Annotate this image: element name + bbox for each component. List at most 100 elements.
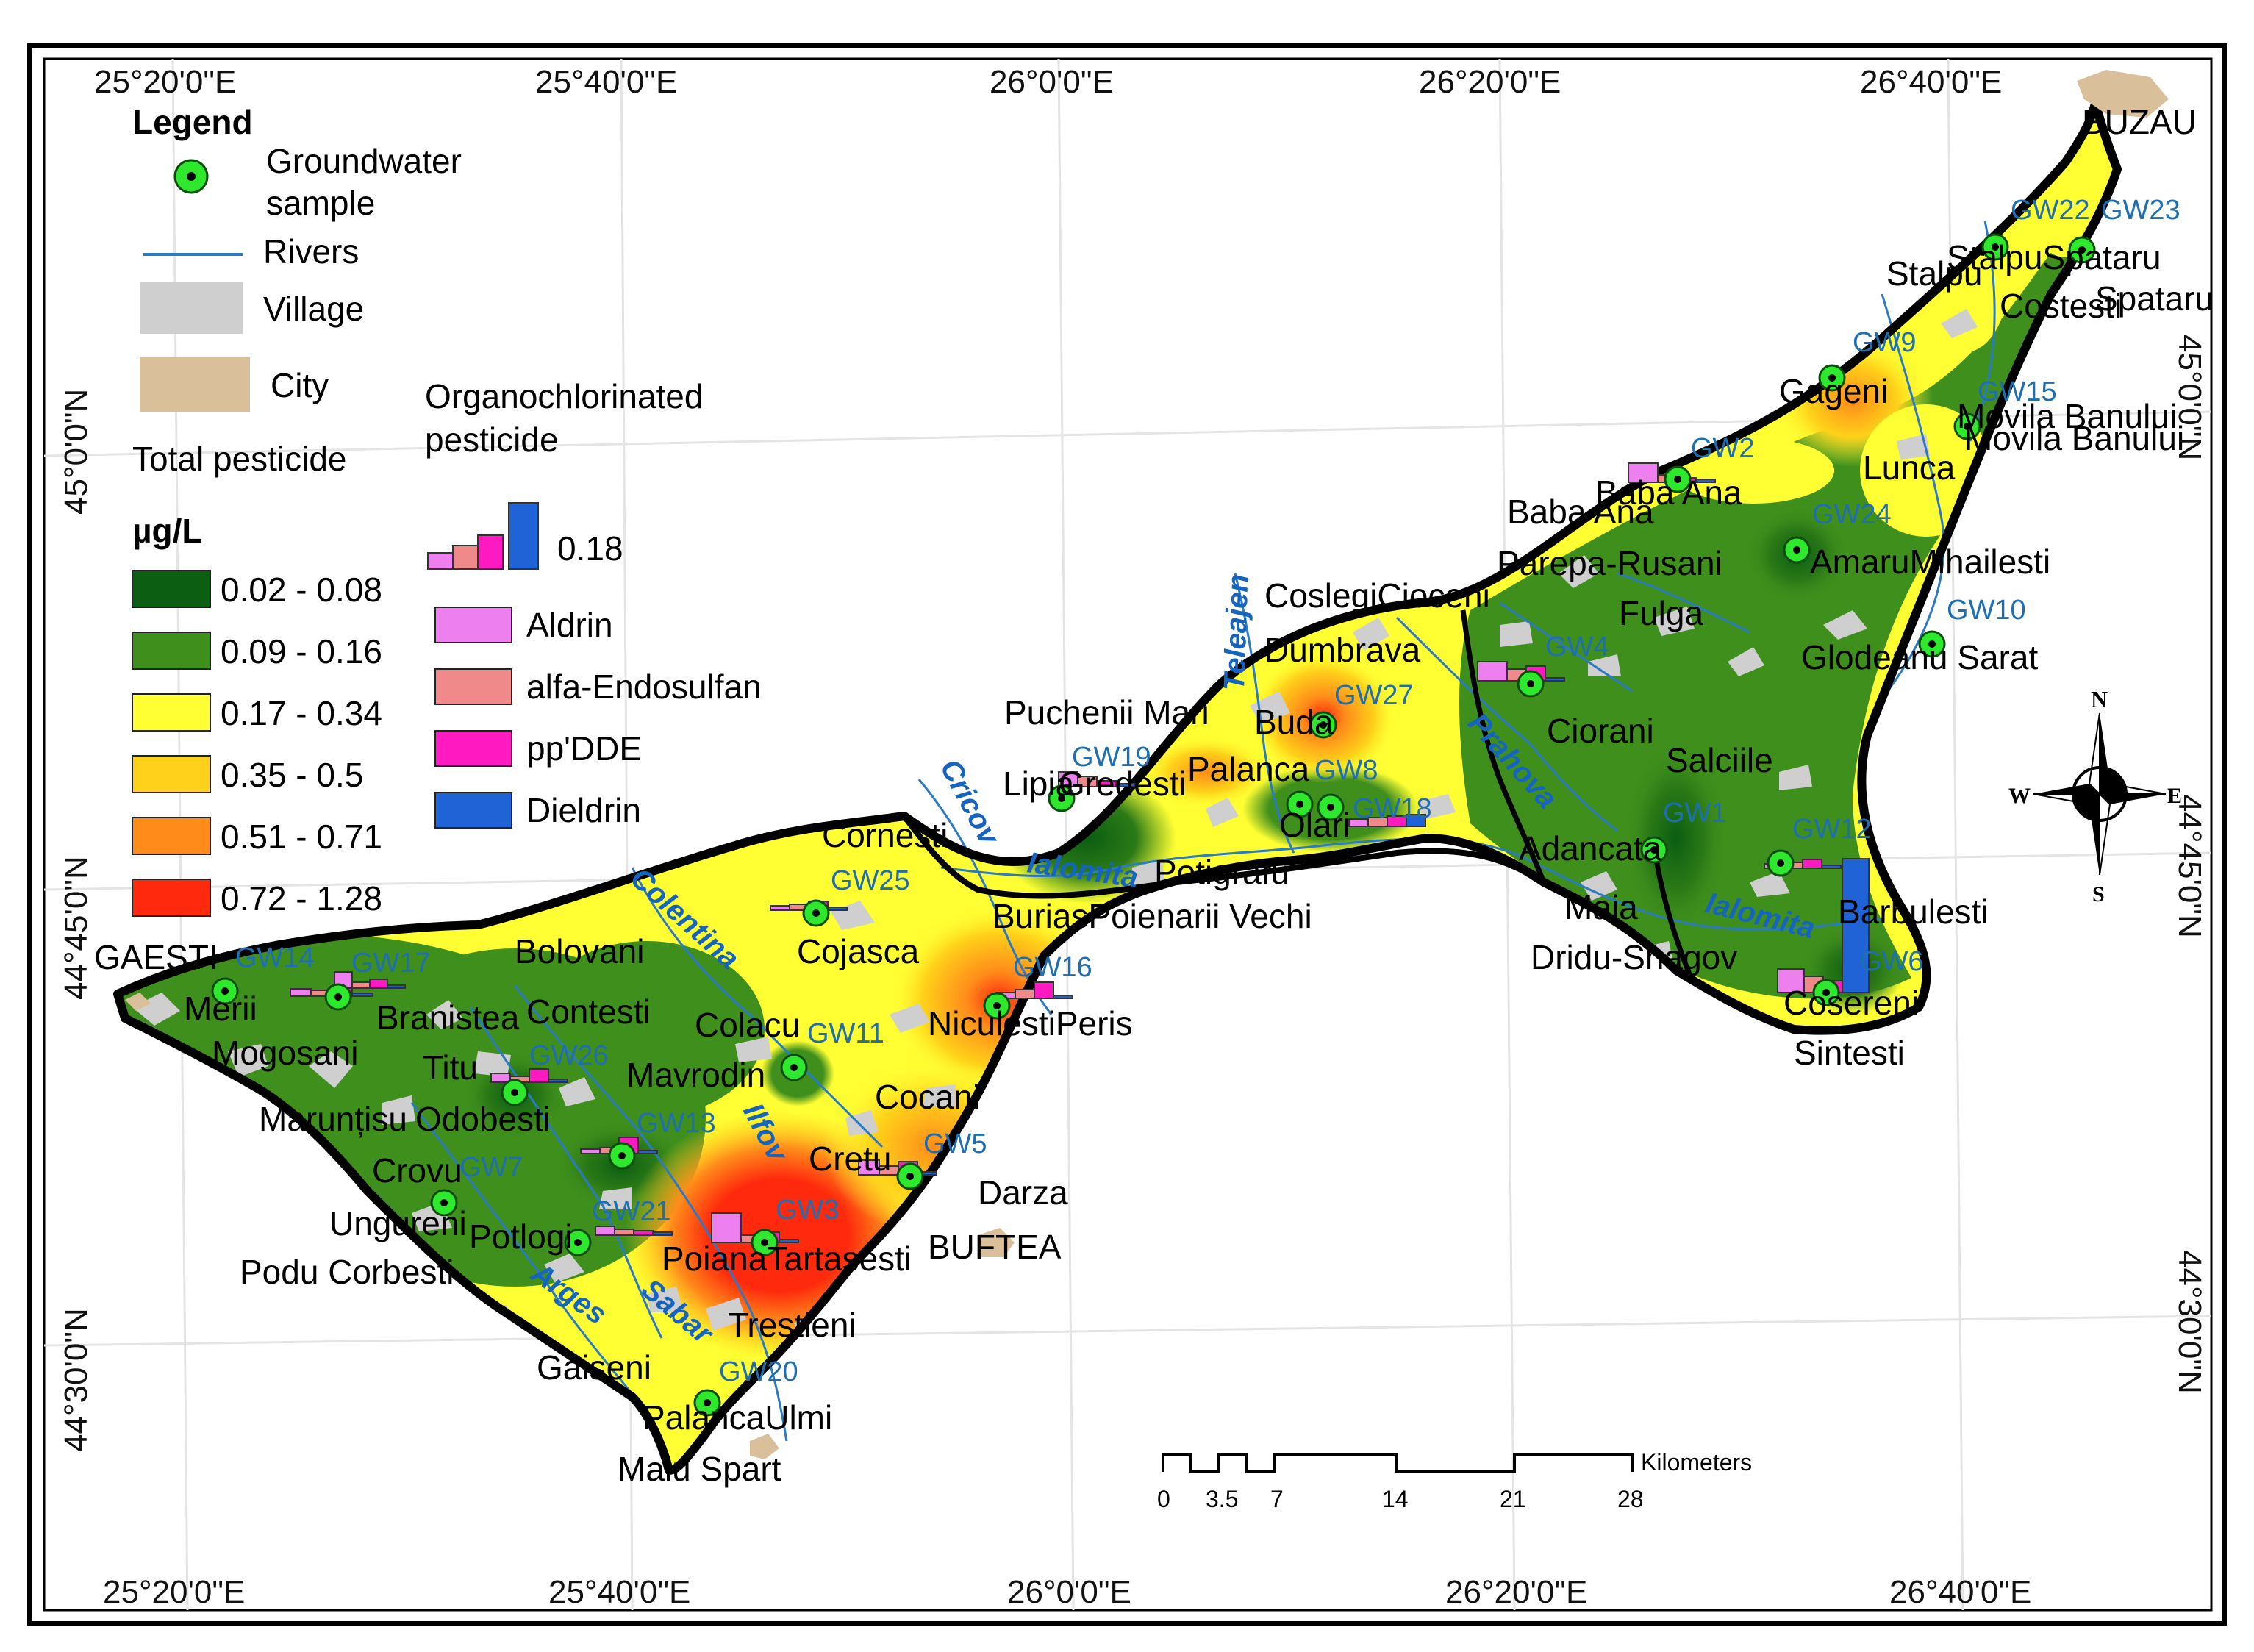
groundwater-sample-dot xyxy=(1650,846,1658,854)
legend-groundwater-label-2: sample xyxy=(266,184,375,222)
lon-label-bottom: 26°0'0"E xyxy=(1007,1574,1131,1610)
village-label: Branistea xyxy=(376,998,520,1037)
lon-label-bottom: 25°20'0"E xyxy=(103,1574,245,1610)
legend-organo-label: Organochlorinated xyxy=(425,377,703,415)
lon-label-bottom: 26°20'0"E xyxy=(1445,1574,1587,1610)
gw-label: GW7 xyxy=(459,1152,523,1183)
village-label: Stalpu xyxy=(1886,254,1982,293)
graticule-labels: 25°20'0"E 25°40'0"E 26°0'0"E 26°20'0"E 2… xyxy=(58,64,2208,1610)
gw-label: GW12 xyxy=(1792,814,1872,845)
village-label: Lunca xyxy=(1863,448,1956,487)
gw-label: GW5 xyxy=(923,1129,987,1159)
gw-label: GW4 xyxy=(1545,632,1609,662)
village-label: Merii xyxy=(184,990,257,1028)
groundwater-sample-dot xyxy=(1058,795,1065,802)
gw-label: GW22 xyxy=(2011,195,2090,226)
pesticide-swatch xyxy=(434,730,512,767)
class-swatch xyxy=(132,755,211,793)
class-swatches: 0.02 - 0.08 0.09 - 0.16 0.17 - 0.34 0.35 - … xyxy=(132,570,382,918)
village-label: Crovu xyxy=(372,1151,462,1190)
village-label: Glodeanu Sarat xyxy=(1801,638,2038,676)
class-swatch xyxy=(132,693,211,732)
village-label: Gageni xyxy=(1779,372,1888,410)
groundwater-sample-dot xyxy=(1928,640,1936,648)
lon-label-bottom: 25°40'0"E xyxy=(548,1574,690,1610)
groundwater-sample-dot xyxy=(1327,804,1334,811)
class-swatch xyxy=(132,570,211,608)
village-label: Costesti xyxy=(2000,287,2122,325)
groundwater-sample-dot xyxy=(1828,374,1836,382)
legend-organo-value: 0.18 xyxy=(557,529,623,568)
river-label: Teleajen xyxy=(1218,573,1255,691)
class-swatch xyxy=(132,879,211,917)
groundwater-sample-dot xyxy=(704,1399,711,1406)
village-label: Colacu xyxy=(695,1006,800,1044)
gw-label: GW17 xyxy=(351,948,431,979)
village-label: Titu xyxy=(423,1048,478,1087)
village-legend-icon xyxy=(140,282,243,334)
groundwater-sample-dot xyxy=(511,1089,518,1096)
village-label: Palanca xyxy=(1187,750,1310,788)
village-label: Cornesti xyxy=(822,816,948,854)
gw-label: GW20 xyxy=(719,1356,798,1387)
village-label: Maia xyxy=(1564,888,1638,926)
gw-label: GW27 xyxy=(1334,680,1414,711)
groundwater-sample-dot xyxy=(1822,989,1830,996)
village-label: Lipia xyxy=(1003,765,1075,803)
lon-label-top: 26°40'0"E xyxy=(1860,64,2002,100)
scale-tick: 7 xyxy=(1270,1486,1284,1512)
legend-organo-label-2: pesticide xyxy=(425,421,559,459)
basin-divider xyxy=(901,814,1546,899)
gw-labels: GW14 GW17 GW26 GW13 GW7 GW21 GW20 GW3 GW… xyxy=(235,195,2180,1387)
gw-label: GW15 xyxy=(1978,376,2057,407)
legend-city-label: City xyxy=(271,366,329,404)
class-range-label: 0.72 - 1.28 xyxy=(221,879,382,918)
gw-label: GW26 xyxy=(529,1040,609,1071)
village-label: Cojasca xyxy=(797,932,920,970)
scale-tick: 14 xyxy=(1382,1486,1409,1512)
village-label: Malu Spart xyxy=(618,1450,781,1488)
village-label: Puchenii Mari xyxy=(1004,693,1209,732)
village-label: Gaiseni xyxy=(537,1348,651,1387)
class-range-label: 0.51 - 0.71 xyxy=(221,818,382,856)
north-label: N xyxy=(2091,686,2108,712)
pesticide-label: alfa-Endosulfan xyxy=(526,668,762,706)
legend-village-label: Village xyxy=(263,290,364,328)
gw-label: GW1 xyxy=(1663,798,1727,829)
groundwater-sample-dot xyxy=(812,909,820,917)
village-label: Sintesti xyxy=(1794,1034,1905,1072)
scale-unit: Kilometers xyxy=(1641,1449,1752,1476)
city-patches xyxy=(125,70,2169,1459)
gw-label: GW16 xyxy=(1013,952,1092,983)
village-label: CoslegiCioceni xyxy=(1264,576,1490,615)
groundwater-sample-dot xyxy=(1793,546,1800,554)
pesticide-swatch xyxy=(434,607,512,643)
village-label: Barbulesti xyxy=(1838,893,1989,931)
gw-label: GW3 xyxy=(776,1195,840,1226)
village-label: Baba Ana xyxy=(1507,493,1654,531)
legend-unit-label: µg/L xyxy=(132,512,202,550)
gw-label: GW8 xyxy=(1314,755,1378,786)
city-label: BUZAU xyxy=(2082,103,2197,141)
gw-label: GW23 xyxy=(2101,195,2180,226)
village-label: Cretu xyxy=(809,1140,891,1178)
legend-rivers-label: Rivers xyxy=(263,232,359,271)
village-label: Cosereni xyxy=(1783,984,1919,1022)
pesticide-swatch xyxy=(434,792,512,829)
groundwater-sample-dot xyxy=(1777,859,1784,867)
legend: Legend Groundwater sample Rivers Village… xyxy=(132,103,762,918)
lat-label-right: 44°30'0"N xyxy=(2172,1250,2208,1394)
class-range-label: 0.17 - 0.34 xyxy=(221,694,382,732)
lat-label-right: 44°45'0"N xyxy=(2172,794,2208,938)
groundwater-sample-dot xyxy=(440,1199,448,1206)
gw-label: GW21 xyxy=(592,1196,671,1227)
legend-groundwater-label: Groundwater xyxy=(266,142,462,180)
groundwater-sample-dot xyxy=(1992,243,1999,251)
groundwater-sample-dot xyxy=(993,1002,1001,1009)
village-label: Cocani xyxy=(875,1078,980,1116)
groundwater-sample-dot xyxy=(906,1173,914,1180)
lon-label-top: 26°0'0"E xyxy=(990,64,1114,100)
south-label: S xyxy=(2092,882,2105,907)
gw-label: GW14 xyxy=(235,943,315,973)
